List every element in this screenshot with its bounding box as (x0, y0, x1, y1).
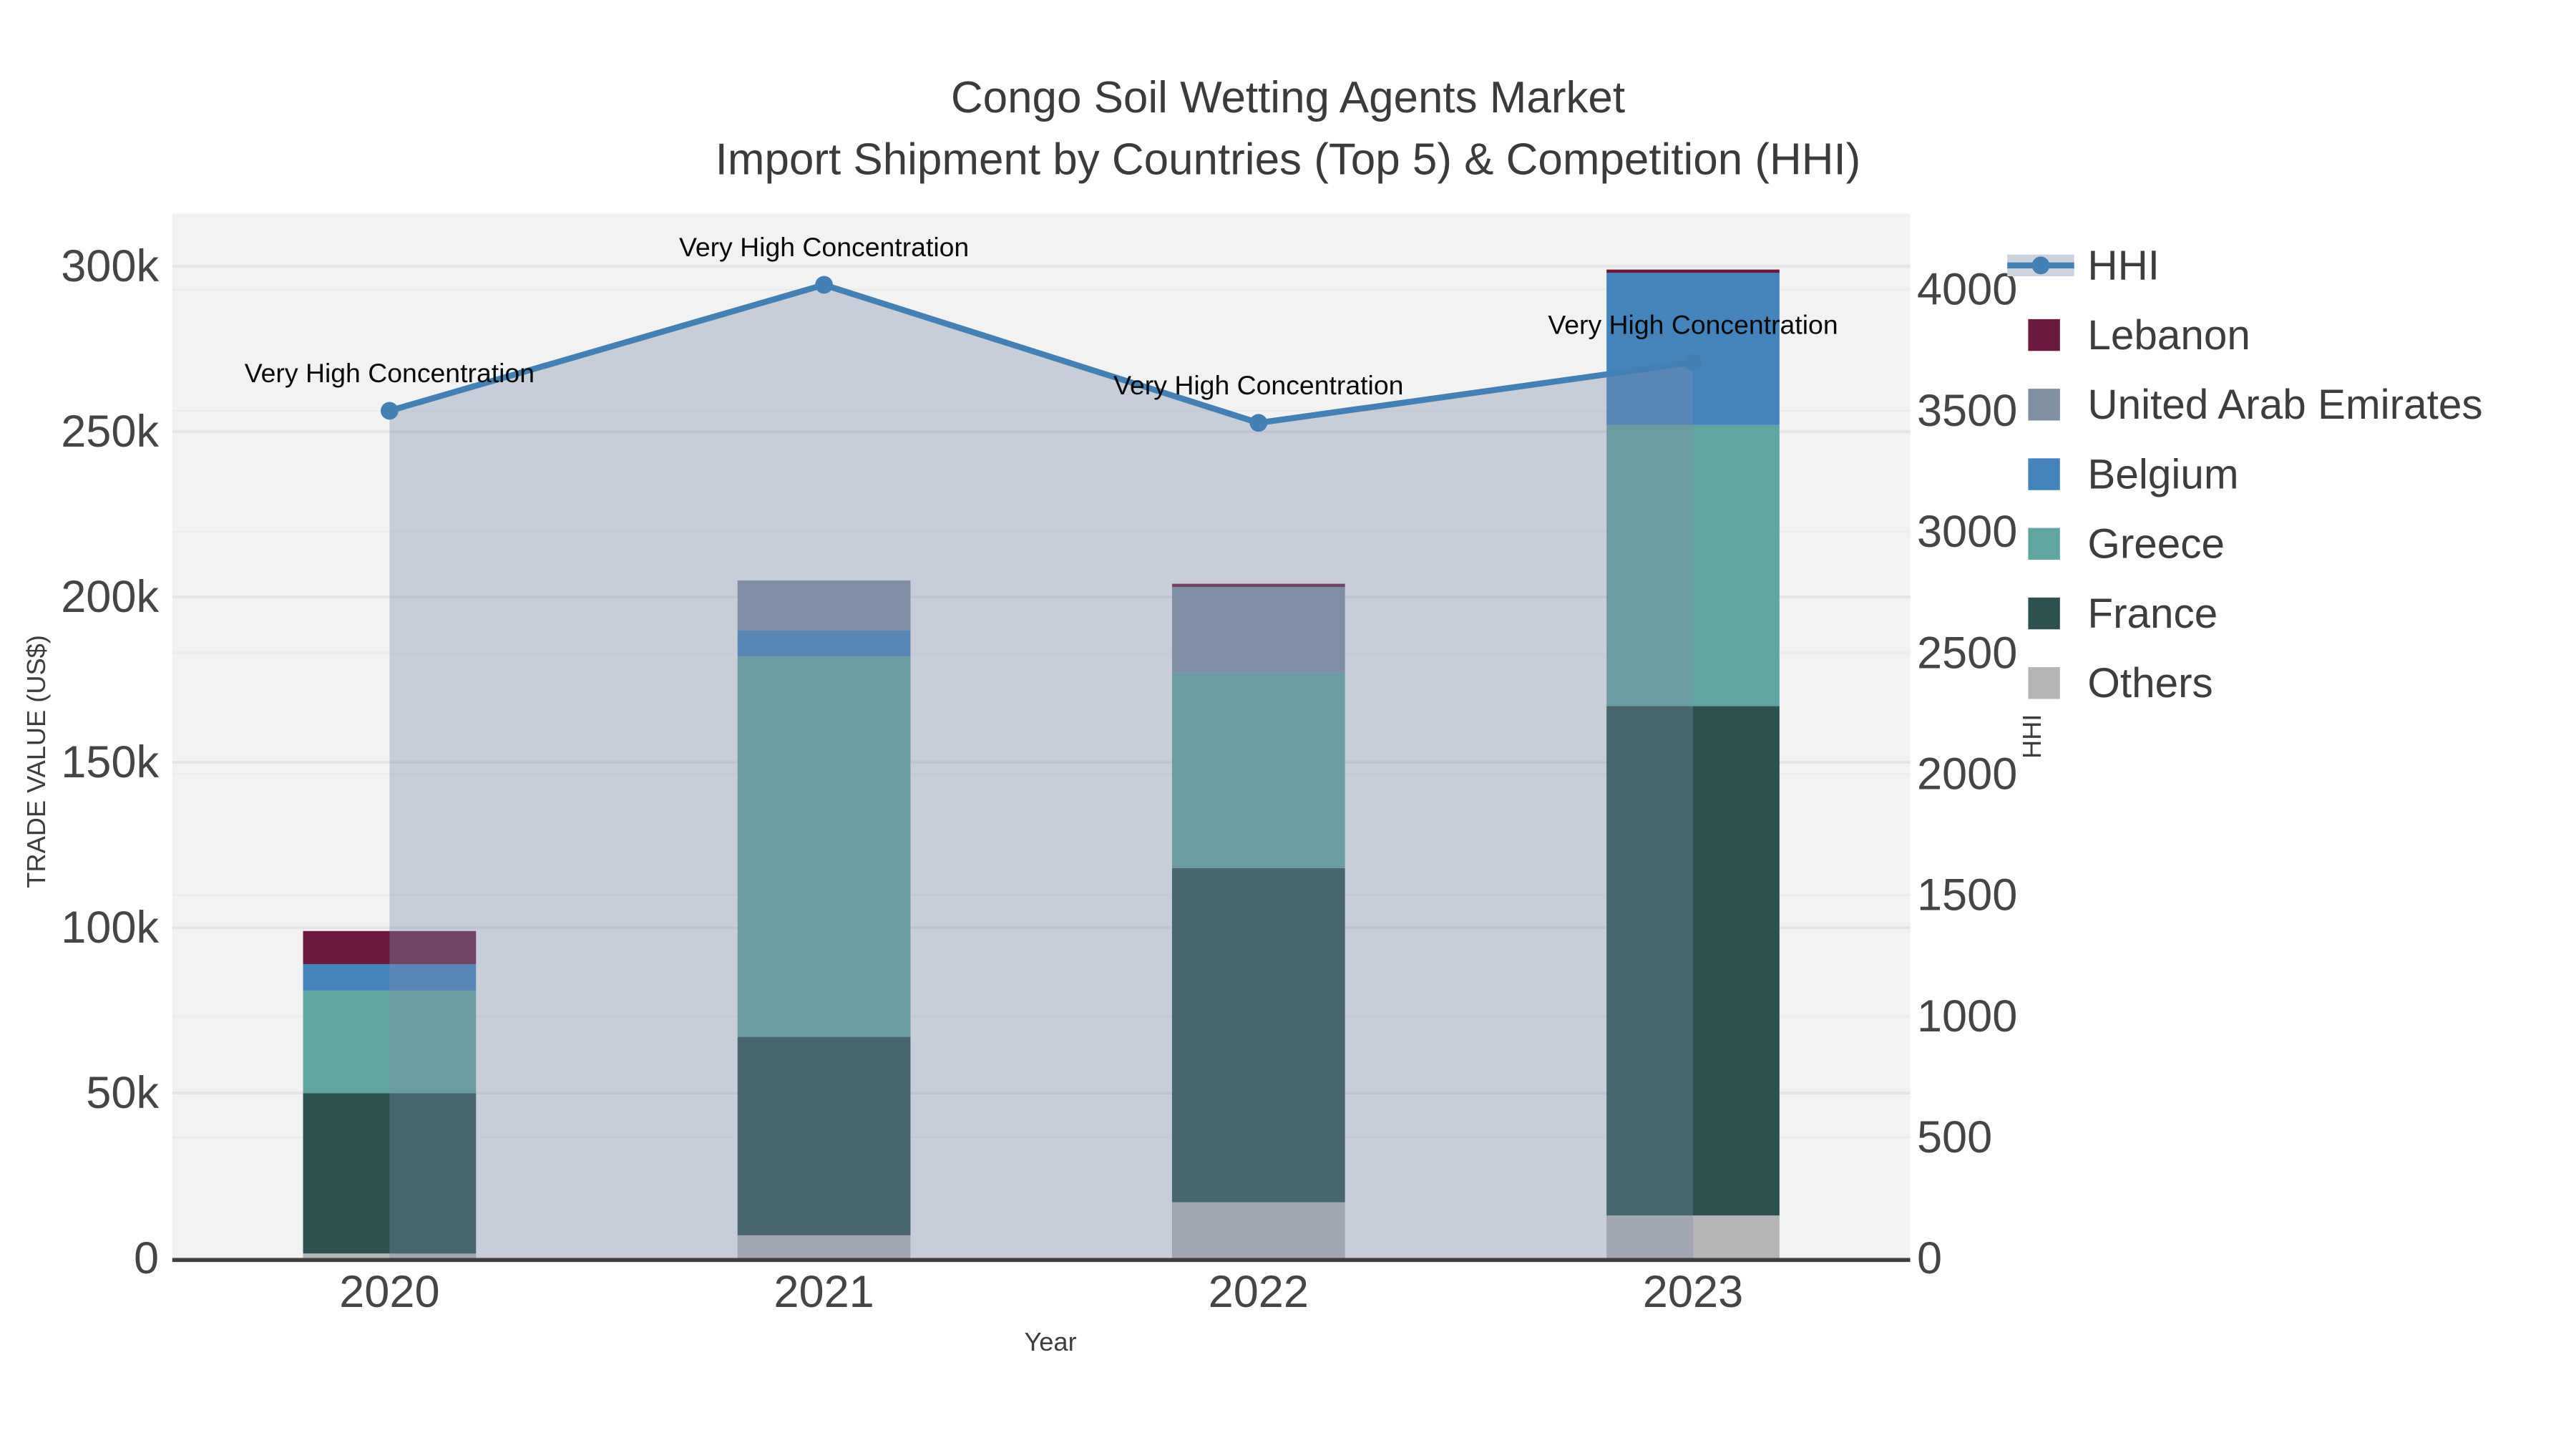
hhi-point-2020[interactable] (380, 402, 399, 420)
y-right-tick-3500: 3500 (1917, 386, 2017, 436)
legend-swatch-icon (2028, 389, 2060, 421)
bar-segment-others-2023[interactable] (1606, 1215, 1780, 1259)
legend-label: HHI (2087, 243, 2160, 289)
legend-item-hhi[interactable]: HHI (2007, 243, 2160, 289)
y-axis-right-ticks: 0 500 1000 1500 2000 2500 3000 3500 4000 (1917, 265, 2017, 1284)
legend-label: Others (2087, 660, 2212, 706)
stacked-bars (303, 269, 1780, 1259)
y-right-tick-0: 0 (1917, 1233, 1942, 1283)
y-axis-right-title: HHI (2017, 714, 2046, 759)
y-left-tick-0: 0 (134, 1233, 159, 1283)
legend-swatch-icon (2028, 319, 2060, 351)
y-left-tick-100k: 100k (61, 903, 159, 953)
bar-segment-others-2021[interactable] (737, 1235, 911, 1259)
annotations: Very High Concentration Very High Concent… (245, 232, 1838, 400)
y-left-tick-150k: 150k (61, 737, 159, 787)
y-axis-left-title: TRADE VALUE (US$) (21, 635, 51, 888)
bar-segment-lebanon-2020[interactable] (303, 930, 477, 964)
bar-segment-greece-2020[interactable] (303, 990, 477, 1094)
bar-segment-others-2022[interactable] (1171, 1202, 1345, 1259)
hhi-line (389, 281, 1694, 427)
x-tick-2020: 2020 (339, 1267, 439, 1317)
y-right-tick-500: 500 (1917, 1112, 1992, 1162)
legend-item-belgium[interactable]: Belgium (2028, 451, 2239, 497)
legend-label: Belgium (2087, 451, 2238, 497)
y-right-tick-1000: 1000 (1917, 991, 2017, 1041)
chart-title-line1: Congo Soil Wetting Agents Market (951, 73, 1625, 122)
bar-segment-france-2021[interactable] (737, 1036, 911, 1235)
x-tick-2021: 2021 (774, 1267, 874, 1317)
legend-item-others[interactable]: Others (2028, 660, 2213, 706)
legend-item-lebanon[interactable]: Lebanon (2028, 312, 2250, 359)
legend-label: Lebanon (2087, 312, 2250, 359)
y-right-tick-2500: 2500 (1917, 628, 2017, 678)
legend: HHI Lebanon United Arab Emirates Belgium Gre… (2007, 243, 2483, 706)
legend-label: France (2087, 591, 2218, 637)
annotation-2023: Very High Concentration (1548, 309, 1838, 339)
bar-segment-greece-2023[interactable] (1606, 424, 1780, 706)
x-tick-2023: 2023 (1643, 1267, 1743, 1317)
annotation-2020: Very High Concentration (245, 358, 535, 388)
bar-segment-france-2020[interactable] (303, 1093, 477, 1254)
y-left-tick-250k: 250k (61, 407, 159, 457)
bar-segment-greece-2021[interactable] (737, 656, 911, 1037)
y-right-tick-2000: 2000 (1917, 749, 2017, 800)
legend-hhi-marker-icon (2031, 256, 2050, 275)
legend-swatch-icon (2028, 667, 2060, 699)
hhi-point-2022[interactable] (1249, 414, 1268, 432)
bar-segment-greece-2022[interactable] (1171, 673, 1345, 868)
chart-title-line2: Import Shipment by Countries (Top 5) & C… (716, 135, 1861, 184)
legend-label: United Arab Emirates (2087, 382, 2482, 428)
legend-swatch-icon (2028, 458, 2060, 490)
y-left-tick-50k: 50k (86, 1068, 159, 1118)
y-axis-left-ticks: 0 50k 100k 150k 200k 250k 300k (61, 241, 159, 1283)
bar-segment-united-arab-emirates-2022[interactable] (1171, 587, 1345, 674)
bar-segment-united-arab-emirates-2021[interactable] (737, 580, 911, 631)
x-axis-ticks: 2020 2021 2022 2023 (339, 1267, 1743, 1317)
hhi-markers (380, 276, 1702, 432)
annotation-2022: Very High Concentration (1113, 370, 1403, 400)
hhi-point-2023[interactable] (1684, 353, 1702, 371)
x-axis-title: Year (1024, 1327, 1076, 1356)
legend-item-france[interactable]: France (2028, 591, 2218, 637)
bar-segment-belgium-2020[interactable] (303, 963, 477, 991)
bar-segment-france-2022[interactable] (1171, 868, 1345, 1202)
hhi-point-2021[interactable] (815, 276, 833, 294)
bar-segment-belgium-2021[interactable] (737, 630, 911, 657)
y-left-tick-300k: 300k (61, 241, 159, 291)
bar-segment-lebanon-2023[interactable] (1606, 269, 1780, 273)
bar-segment-others-2020[interactable] (303, 1253, 477, 1259)
y-left-tick-200k: 200k (61, 572, 159, 622)
y-right-tick-1500: 1500 (1917, 870, 2017, 920)
x-tick-2022: 2022 (1209, 1267, 1309, 1317)
hhi-area-fill (389, 284, 1694, 1259)
y-right-tick-4000: 4000 (1917, 265, 2017, 315)
legend-swatch-icon (2028, 597, 2060, 630)
bar-segment-france-2023[interactable] (1606, 706, 1780, 1216)
bar-segment-belgium-2023[interactable] (1606, 273, 1780, 425)
bar-segment-lebanon-2022[interactable] (1171, 583, 1345, 588)
annotation-2021: Very High Concentration (679, 232, 969, 262)
legend-item-greece[interactable]: Greece (2028, 521, 2225, 568)
legend-swatch-icon (2028, 528, 2060, 560)
legend-label: Greece (2087, 521, 2225, 568)
y-right-tick-3000: 3000 (1917, 507, 2017, 557)
legend-item-united-arab-emirates[interactable]: United Arab Emirates (2028, 382, 2483, 428)
